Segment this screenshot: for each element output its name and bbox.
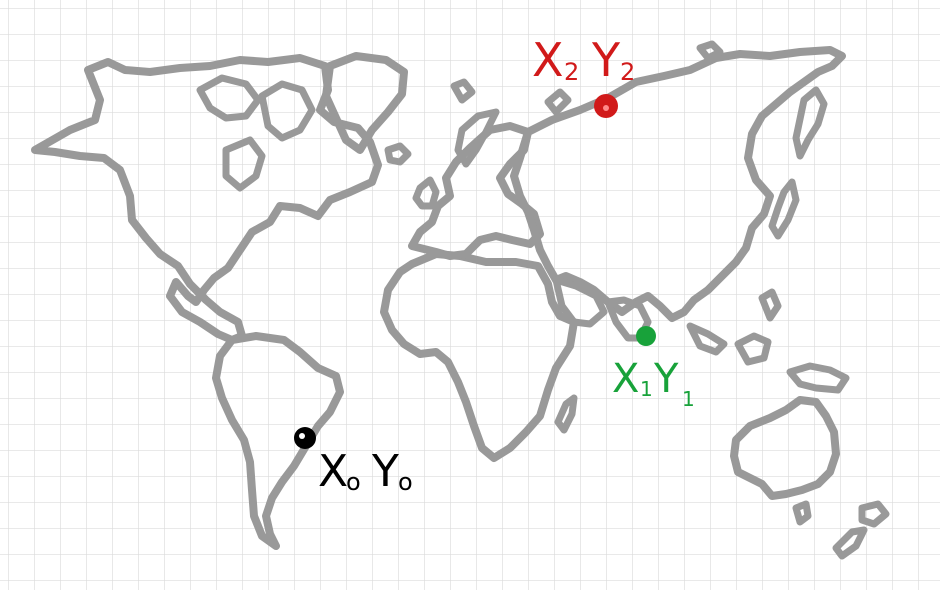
- arabian-peninsula-outline: [552, 276, 608, 328]
- greenland-outline: [322, 52, 408, 154]
- north-america-outline: [31, 54, 382, 344]
- point-2-label-y: Y: [591, 33, 621, 87]
- point-1-marker: [636, 326, 656, 346]
- new-zealand-outline: [832, 500, 890, 560]
- point-0-dot-highlight: [299, 433, 305, 439]
- point-2-marker: [594, 94, 618, 118]
- africa-outline: [380, 250, 578, 462]
- point-0-label-x: X: [318, 446, 348, 497]
- point-1-dot: [636, 326, 656, 346]
- british-isles-outline: [412, 176, 440, 210]
- point-0-label-x-subscript: o: [346, 468, 361, 496]
- new-guinea-outline: [786, 362, 850, 394]
- indonesia-west-outline: [686, 322, 728, 356]
- south-america-outline: [212, 332, 344, 550]
- australia-outline: [730, 396, 840, 500]
- point-2-label-x-subscript: 2: [564, 58, 579, 86]
- point-1-label-y: Y: [653, 356, 679, 402]
- tasmania-outline: [792, 500, 812, 526]
- point-1-label-x: X: [612, 356, 639, 402]
- point-2-label-y-subscript: 2: [620, 58, 635, 86]
- point-2-label-x: X: [532, 33, 564, 87]
- kamchatka-outline: [792, 86, 828, 160]
- svalbard-outline: [450, 78, 476, 104]
- baffin-island-outline: [258, 80, 316, 142]
- canadian-archipelago-outline: [196, 74, 262, 122]
- point-0-label-y-subscript: o: [398, 468, 413, 496]
- scandinavia-outline: [454, 108, 500, 168]
- severnaya-zemlya-outline: [696, 40, 724, 62]
- madagascar-outline: [554, 394, 578, 434]
- iceland-outline: [384, 142, 412, 166]
- point-0-label-y: Y: [371, 446, 399, 497]
- novaya-zemlya-outline: [544, 88, 572, 116]
- japan-outline: [768, 178, 800, 240]
- canada-inner-outline: [222, 136, 266, 192]
- point-0-dot: [294, 427, 316, 449]
- point-1-label-y-subscript: 1: [682, 387, 695, 411]
- point-1-label-x-subscript: 1: [640, 377, 653, 401]
- borneo-outline: [734, 332, 772, 366]
- philippines-outline: [758, 288, 782, 322]
- point-0-marker: [294, 427, 316, 449]
- europe-outline: [408, 122, 544, 260]
- point-2-dot-highlight: [603, 105, 609, 111]
